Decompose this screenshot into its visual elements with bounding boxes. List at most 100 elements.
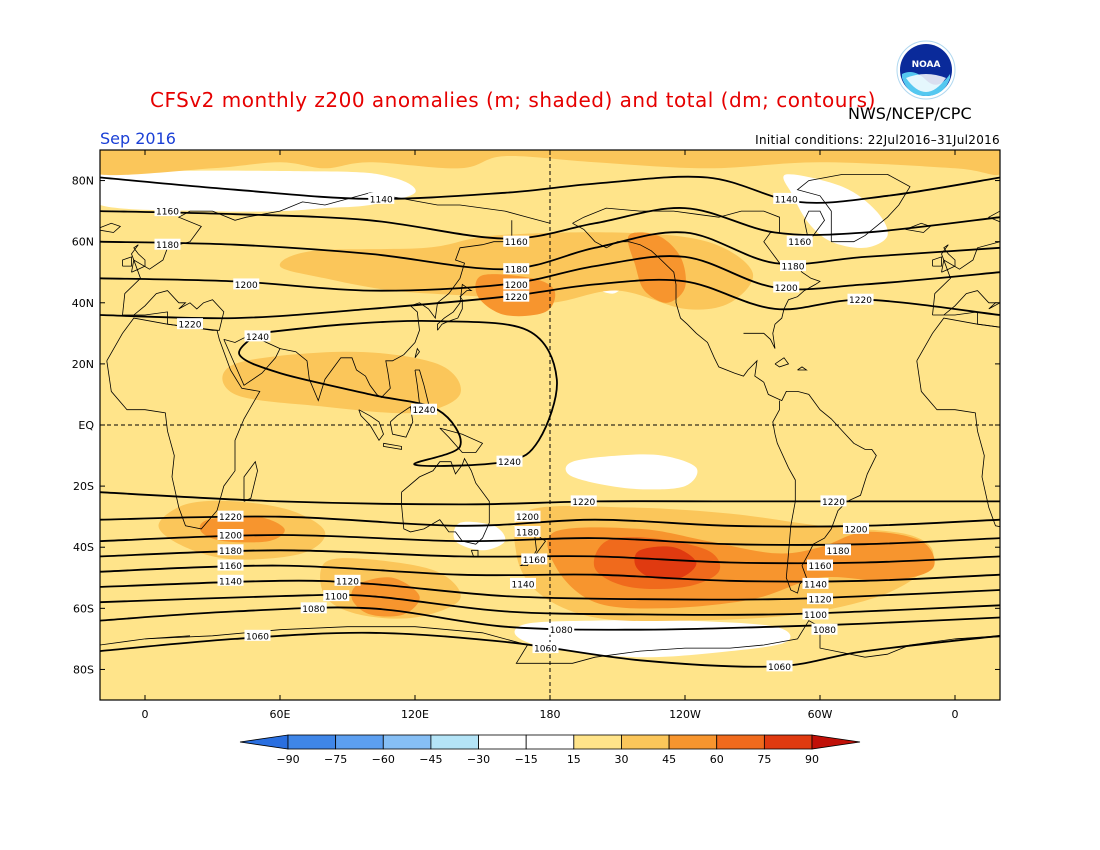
- coastline-10: [401, 457, 490, 545]
- contour-label: 1140: [512, 580, 535, 590]
- contour-label-bg: [773, 281, 800, 293]
- contour-1240-5: [238, 319, 558, 467]
- contour-label-bg: [510, 577, 536, 589]
- contour-label: 1220: [822, 498, 845, 508]
- contour-1160-1: [100, 207, 1000, 240]
- contour-label: 1100: [804, 611, 827, 621]
- contour-label: 1080: [813, 626, 836, 636]
- contour-label: 1240: [246, 333, 269, 343]
- coastline-2: [916, 317, 1000, 528]
- initial-conditions: Initial conditions: 22Jul2016–31Jul2016: [755, 133, 1000, 147]
- contour-label-bg: [807, 559, 833, 571]
- contour-label: 1200: [516, 513, 539, 523]
- contour-label-bg: [244, 629, 271, 641]
- coastline-6: [358, 409, 384, 442]
- contour-label-bg: [368, 192, 395, 204]
- contour-label-bg: [300, 602, 327, 614]
- colorbar-label: 30: [614, 753, 628, 766]
- coastline-9: [439, 427, 484, 453]
- colorbar-bin: [335, 734, 384, 750]
- colorbar-arrow-right: [811, 734, 861, 750]
- coastline-3: [1054, 462, 1068, 502]
- credit-label: NWS/NCEP/CPC: [848, 104, 972, 123]
- contour-label: 1120: [336, 577, 359, 587]
- coastline-0: [122, 192, 551, 316]
- anomaly-region-19: [634, 546, 697, 580]
- anomaly-region-12: [100, 150, 1000, 176]
- contour-label-bg: [786, 235, 813, 247]
- contour-label: 1200: [235, 281, 258, 291]
- contour-1140-0: [100, 175, 1000, 204]
- y-tick-label: 20S: [73, 480, 94, 493]
- contour-label: 1200: [775, 284, 798, 294]
- coastline-13: [437, 283, 473, 331]
- colorbar-bin: [668, 734, 718, 750]
- contour-label: 1160: [219, 562, 242, 572]
- colorbar-bin: [716, 734, 765, 750]
- contour-label-bg: [843, 522, 869, 534]
- contour-labels: 1140 1140 1160 1160 1160 1180 1180 1180 1200 1200…: [154, 192, 874, 673]
- contour-label: 1240: [413, 406, 436, 416]
- contour-label-bg: [548, 623, 575, 635]
- x-tick-label: 120E: [401, 708, 429, 721]
- colorbar-bin: [763, 734, 813, 750]
- anomaly-shading: [100, 150, 1000, 700]
- coastline-23: [131, 244, 146, 273]
- contour-label: 1060: [768, 663, 791, 673]
- contour-label: 1220: [505, 293, 528, 303]
- colorbar-bin: [382, 734, 432, 750]
- coastline-wrap-17: [0, 208, 10, 349]
- contour-label: 1180: [827, 547, 850, 557]
- contour-label: 1160: [505, 238, 528, 248]
- coastline-wrap-18: [0, 211, 15, 242]
- contour-label-bg: [503, 263, 530, 275]
- contour-label: 1100: [325, 593, 348, 603]
- contour-1120-11: [100, 579, 1000, 601]
- contour-label-bg: [847, 293, 874, 305]
- contour-label-bg: [514, 525, 541, 537]
- contour-label-bg: [154, 238, 181, 250]
- contour-label: 1220: [179, 321, 202, 331]
- colorbar-bin: [287, 734, 337, 750]
- colorbar-label: 60: [710, 753, 724, 766]
- contour-label: 1200: [505, 281, 528, 291]
- x-tick-label: 60E: [270, 708, 291, 721]
- x-tick-label: 60W: [808, 708, 833, 721]
- contour-label-bg: [217, 510, 244, 522]
- contour-label: 1160: [156, 208, 179, 218]
- contour-label: 1240: [498, 458, 521, 468]
- contour-1180-2: [100, 231, 1000, 271]
- contour-label-bg: [217, 559, 244, 571]
- coastline-18: [803, 210, 825, 242]
- contour-1100-12: [100, 593, 1000, 616]
- contour-label-bg: [766, 660, 793, 672]
- noaa-logo-text: NOAA: [912, 60, 941, 70]
- colorbar-bin: [478, 734, 527, 750]
- contour-label: 1180: [219, 547, 242, 557]
- coastline-wrap-20: [100, 222, 122, 233]
- contour-label-bg: [503, 235, 530, 247]
- contour-label: 1140: [370, 195, 393, 205]
- x-tick-label: 180: [540, 708, 561, 721]
- contour-label-bg: [811, 623, 838, 635]
- contour-label-bg: [503, 290, 530, 302]
- coastline-wrap-16: [0, 223, 66, 593]
- contour-label-bg: [154, 205, 181, 217]
- coastline-24: [932, 256, 942, 267]
- colorbar-label: −90: [276, 753, 299, 766]
- colorbar-bin: [621, 734, 670, 750]
- contour-label-bg: [820, 495, 847, 507]
- coastline-5: [1090, 220, 1100, 400]
- contour-label-bg: [780, 260, 806, 272]
- coastline-21: [774, 357, 790, 368]
- contour-label: 1140: [804, 580, 827, 590]
- colorbar-bin: [430, 734, 479, 750]
- contour-label: 1180: [516, 528, 539, 538]
- contour-label: 1060: [534, 645, 557, 655]
- contour-label: 1220: [219, 513, 242, 523]
- colorbar-label: 45: [662, 753, 676, 766]
- y-tick-label: 80N: [72, 175, 94, 188]
- y-tick-label: EQ: [78, 419, 94, 432]
- contour-label-bg: [233, 278, 260, 290]
